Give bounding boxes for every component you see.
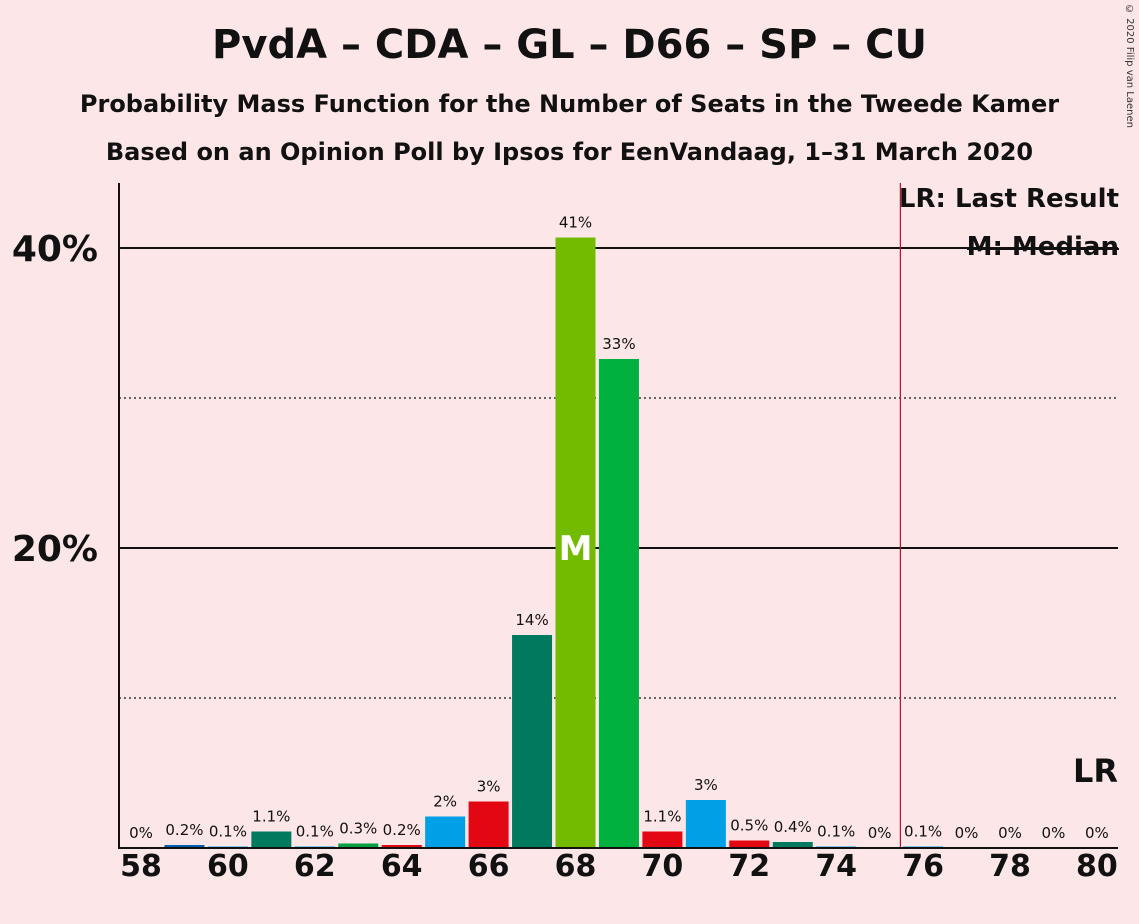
data-label-63: 0.3% (339, 820, 377, 838)
bar-66 (468, 801, 509, 848)
data-label-61: 1.1% (252, 808, 290, 826)
y-tick-label-20: 20% (12, 529, 98, 570)
chart-title: PvdA – CDA – GL – D66 – SP – CU (212, 22, 927, 68)
data-label-59: 0.2% (165, 821, 203, 839)
x-tick-label-72: 72 (728, 849, 770, 884)
last-result-label: LR (1073, 752, 1118, 790)
copyright-text: © 2020 Filip van Laenen (1124, 4, 1135, 128)
data-label-79: 0% (1042, 824, 1066, 842)
data-label-66: 3% (477, 778, 501, 796)
data-label-60: 0.1% (209, 823, 247, 841)
data-label-76: 0.1% (904, 823, 942, 841)
bar-67 (512, 635, 553, 848)
median-marker: M (559, 529, 593, 569)
chart-subtitle: Probability Mass Function for the Number… (79, 90, 1060, 118)
bar-72 (729, 840, 770, 848)
bar-59 (164, 845, 205, 848)
x-tick-label-76: 76 (902, 849, 944, 884)
data-label-75: 0% (868, 824, 892, 842)
data-label-62: 0.1% (296, 823, 334, 841)
x-tick-label-60: 60 (207, 849, 249, 884)
chart-subtitle-source: Based on an Opinion Poll by Ipsos for Ee… (105, 138, 1034, 166)
data-label-68: 41% (559, 214, 592, 232)
x-tick-label-78: 78 (989, 849, 1031, 884)
data-label-69: 33% (602, 335, 635, 353)
bar-63 (338, 843, 379, 848)
y-tick-label-40: 40% (12, 229, 98, 270)
bar-65 (425, 816, 466, 848)
bar-71 (685, 800, 726, 848)
x-tick-label-66: 66 (468, 849, 510, 884)
x-tick-label-68: 68 (555, 849, 597, 884)
data-label-70: 1.1% (643, 808, 681, 826)
data-label-78: 0% (998, 824, 1022, 842)
data-label-72: 0.5% (730, 817, 768, 835)
data-label-77: 0% (955, 824, 979, 842)
data-label-80: 0% (1085, 824, 1109, 842)
x-tick-label-62: 62 (294, 849, 336, 884)
bar-73 (772, 842, 813, 848)
bar-61 (251, 831, 292, 848)
x-tick-label-58: 58 (120, 849, 162, 884)
data-label-64: 0.2% (383, 821, 421, 839)
bar-70 (642, 831, 683, 848)
data-label-65: 2% (433, 793, 457, 811)
data-label-73: 0.4% (774, 818, 812, 836)
data-label-74: 0.1% (817, 823, 855, 841)
data-label-71: 3% (694, 776, 718, 794)
bar-64 (381, 845, 422, 848)
x-tick-label-80: 80 (1076, 849, 1118, 884)
x-tick-label-74: 74 (815, 849, 857, 884)
data-label-67: 14% (515, 611, 548, 629)
data-label-58: 0% (129, 824, 153, 842)
bar-69 (598, 359, 639, 848)
bar-68 (555, 237, 596, 848)
x-tick-label-64: 64 (381, 849, 423, 884)
legend-last-result: LR: Last Result (898, 184, 1119, 214)
x-tick-label-70: 70 (642, 849, 684, 884)
